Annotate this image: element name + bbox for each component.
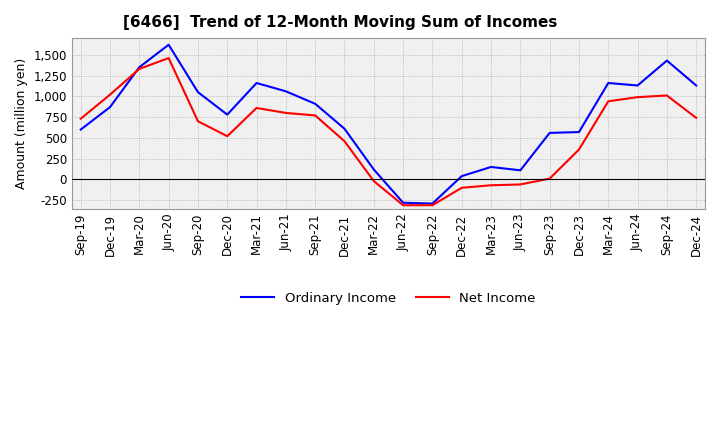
Ordinary Income — [487, 165, 495, 170]
Net Income — [692, 115, 701, 121]
Ordinary Income — [369, 167, 378, 172]
Ordinary Income — [457, 173, 466, 179]
Net Income — [311, 113, 320, 118]
Net Income — [575, 147, 583, 152]
Net Income — [369, 179, 378, 184]
Ordinary Income — [662, 58, 671, 63]
Text: [6466]  Trend of 12-Month Moving Sum of Incomes: [6466] Trend of 12-Month Moving Sum of I… — [122, 15, 557, 30]
Ordinary Income — [223, 112, 232, 117]
Ordinary Income — [634, 83, 642, 88]
Line: Ordinary Income: Ordinary Income — [81, 45, 696, 204]
Ordinary Income — [76, 127, 85, 132]
Y-axis label: Amount (million yen): Amount (million yen) — [15, 58, 28, 189]
Net Income — [135, 66, 144, 72]
Net Income — [252, 105, 261, 110]
Ordinary Income — [545, 130, 554, 136]
Ordinary Income — [311, 101, 320, 106]
Ordinary Income — [340, 126, 348, 132]
Net Income — [604, 99, 613, 104]
Ordinary Income — [106, 104, 114, 110]
Net Income — [634, 95, 642, 100]
Net Income — [76, 116, 85, 121]
Line: Net Income: Net Income — [81, 58, 696, 205]
Ordinary Income — [282, 89, 290, 94]
Ordinary Income — [604, 81, 613, 86]
Ordinary Income — [252, 81, 261, 86]
Legend: Ordinary Income, Net Income: Ordinary Income, Net Income — [236, 287, 541, 310]
Net Income — [457, 185, 466, 191]
Net Income — [340, 139, 348, 144]
Net Income — [662, 93, 671, 98]
Ordinary Income — [516, 168, 525, 173]
Ordinary Income — [399, 200, 408, 205]
Ordinary Income — [428, 201, 437, 206]
Net Income — [223, 134, 232, 139]
Net Income — [164, 55, 173, 61]
Net Income — [399, 202, 408, 208]
Ordinary Income — [135, 65, 144, 70]
Net Income — [106, 92, 114, 97]
Ordinary Income — [164, 42, 173, 48]
Net Income — [194, 119, 202, 124]
Ordinary Income — [194, 89, 202, 95]
Ordinary Income — [692, 83, 701, 88]
Net Income — [428, 202, 437, 208]
Net Income — [516, 182, 525, 187]
Ordinary Income — [575, 129, 583, 135]
Net Income — [545, 176, 554, 181]
Net Income — [282, 110, 290, 116]
Net Income — [487, 183, 495, 188]
